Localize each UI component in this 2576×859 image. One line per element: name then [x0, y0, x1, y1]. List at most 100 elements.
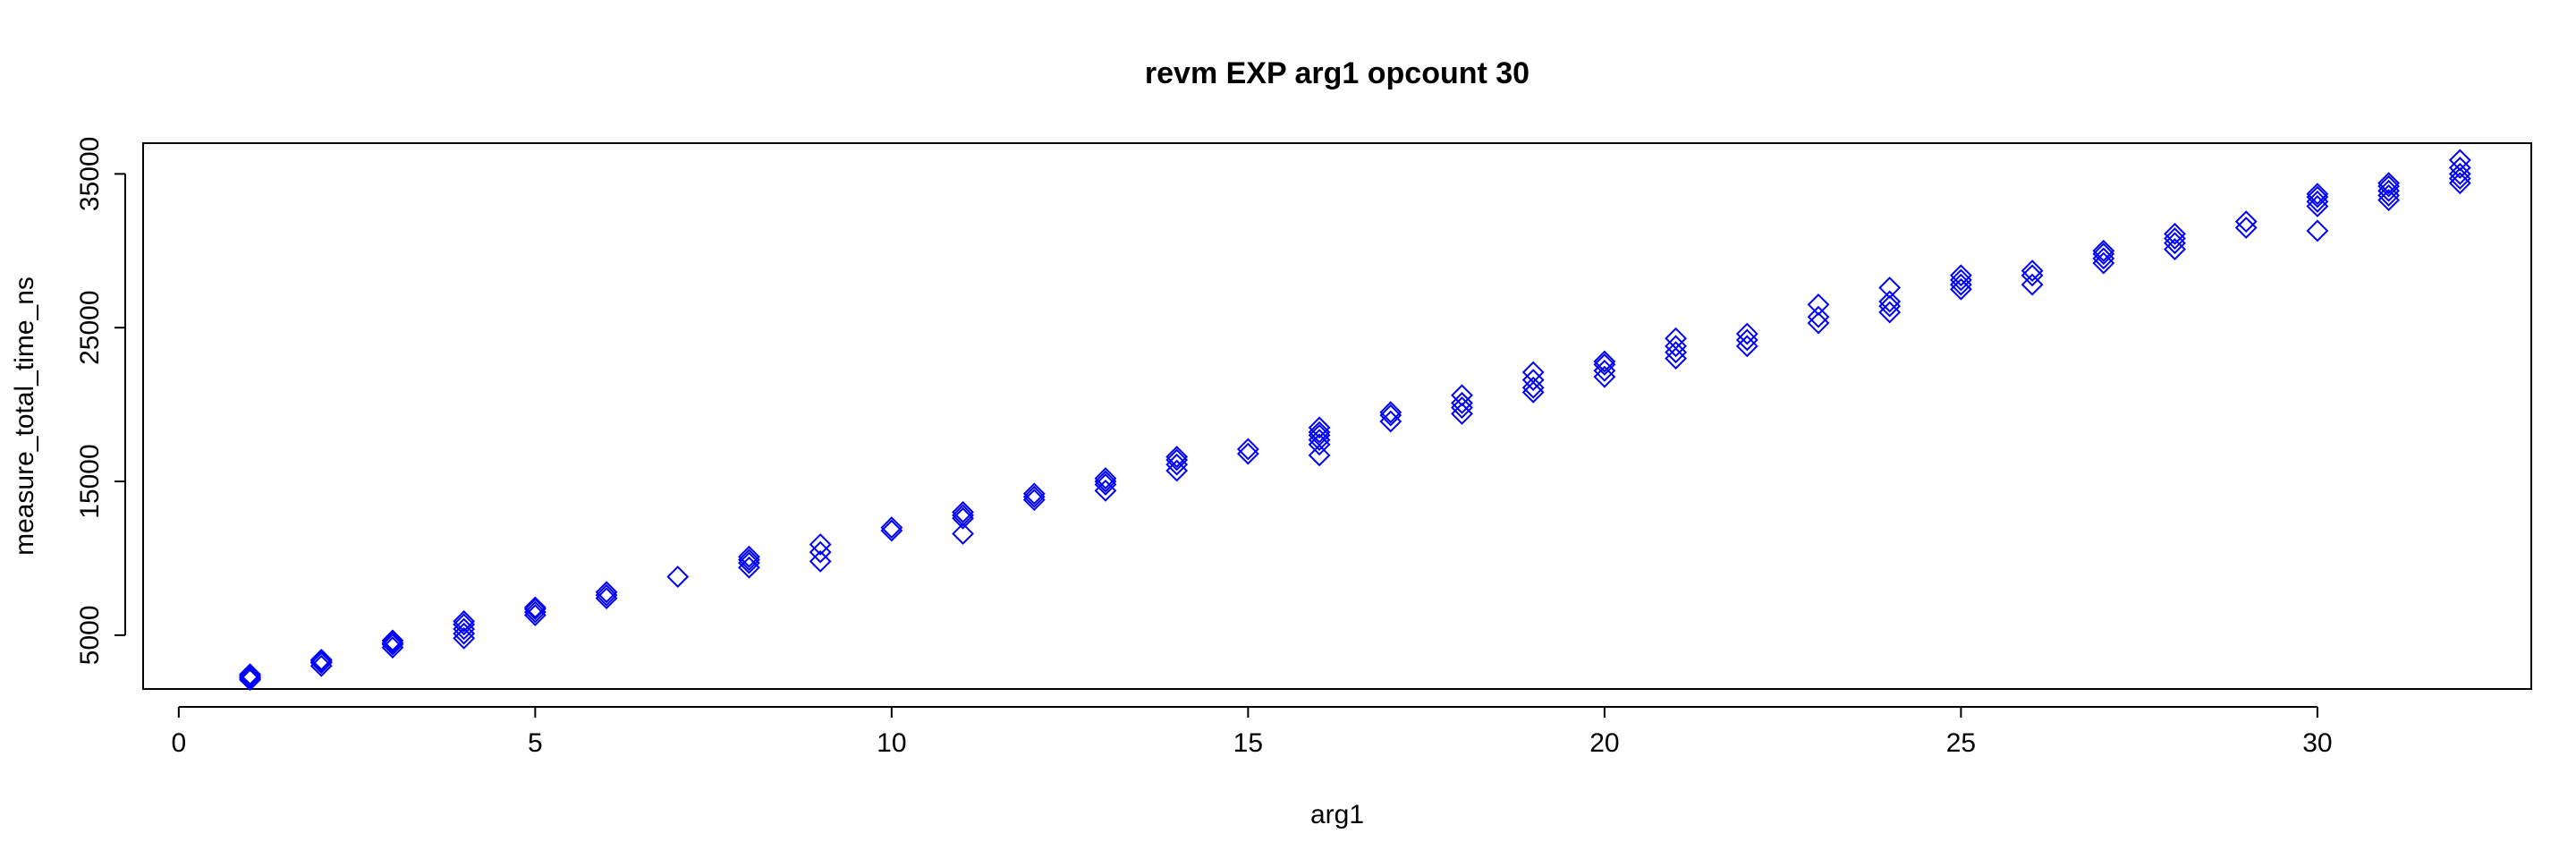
data-point [1094, 467, 1117, 490]
data-point [880, 519, 903, 542]
data-point [523, 600, 547, 624]
data-point [2448, 149, 2471, 172]
data-point [523, 596, 547, 619]
data-point [309, 648, 333, 671]
data-point [1451, 396, 1473, 419]
data-point [2164, 232, 2186, 255]
x-axis: 0 5 10 15 20 25 30 [172, 706, 2333, 758]
data-point [309, 651, 333, 675]
data-point [1878, 294, 1902, 318]
data-point [1521, 369, 1545, 392]
data-point [2234, 217, 2258, 239]
y-axis-label: measure_total_time_ns [10, 276, 39, 556]
data-point [453, 609, 476, 633]
data-point [1379, 404, 1402, 427]
x-tick-label: 20 [1589, 728, 1619, 758]
data-point [2448, 172, 2471, 195]
data-point [738, 545, 760, 568]
data-point [239, 667, 261, 690]
y-tick-label: 35000 [75, 137, 105, 211]
data-point [1094, 470, 1117, 493]
data-point [2092, 242, 2115, 266]
data-point [1878, 276, 1902, 299]
data-point [952, 500, 974, 523]
data-point [1308, 416, 1331, 439]
data-point [2021, 259, 2044, 283]
data-point [809, 549, 832, 573]
x-tick-label: 10 [877, 728, 906, 758]
data-point [1807, 293, 1830, 316]
data-point [523, 598, 547, 621]
data-point [2306, 185, 2329, 208]
data-point [2377, 184, 2401, 207]
data-point [2092, 251, 2115, 275]
data-point [2306, 183, 2329, 206]
data-point [880, 516, 903, 539]
y-tick-label: 25000 [75, 290, 105, 364]
data-point [2164, 222, 2186, 245]
data-point [595, 581, 618, 604]
x-tick-label: 0 [172, 728, 187, 758]
data-point [1022, 485, 1046, 508]
data-point [1022, 482, 1046, 506]
data-point [2448, 167, 2471, 190]
data-point [2021, 273, 2044, 296]
data-point [2234, 210, 2258, 234]
data-point [2377, 172, 2401, 195]
data-point [453, 613, 476, 636]
data-point [1308, 444, 1331, 467]
data-point [2092, 239, 2115, 262]
data-point [1593, 353, 1616, 376]
chart-title: revm EXP arg1 opcount 30 [1145, 56, 1530, 90]
data-point [239, 664, 261, 687]
data-point [1949, 268, 1972, 292]
data-point [2377, 189, 2401, 211]
data-point [1949, 273, 1972, 296]
data-point [1807, 311, 1830, 335]
data-point [381, 629, 404, 652]
data-point [1236, 438, 1259, 461]
data-point [453, 622, 476, 645]
data-point [1236, 442, 1259, 465]
data-point [1165, 446, 1189, 468]
data-point [1735, 328, 1758, 352]
data-point [1949, 264, 1972, 287]
data-point [1735, 335, 1758, 358]
data-point [1593, 365, 1616, 388]
data-point [1807, 305, 1830, 328]
data-point [1165, 448, 1189, 472]
data-point [2164, 227, 2186, 250]
data-point [381, 633, 404, 656]
data-point [2306, 195, 2329, 217]
y-axis: 5000 15000 25000 35000 [75, 137, 126, 665]
data-point [1665, 341, 1687, 364]
data-points [239, 149, 2471, 692]
y-tick-label: 15000 [75, 444, 105, 518]
data-point [1521, 380, 1545, 404]
data-point [2021, 264, 2044, 287]
x-tick-label: 15 [1233, 728, 1263, 758]
data-point [2306, 219, 2329, 242]
data-point [1665, 327, 1687, 350]
y-tick-label: 5000 [75, 605, 105, 665]
data-point [381, 632, 404, 654]
plot-frame [142, 142, 2532, 690]
data-point [1593, 350, 1616, 373]
x-tick-label: 25 [1946, 728, 1976, 758]
x-axis-label: arg1 [1310, 800, 1364, 829]
data-point [809, 533, 832, 556]
data-point [666, 566, 690, 588]
x-tick-label: 5 [528, 728, 543, 758]
data-point [1451, 384, 1473, 407]
data-point [952, 523, 974, 545]
data-point [2377, 174, 2401, 198]
data-point [952, 504, 974, 527]
data-point [239, 663, 261, 686]
data-point [1878, 290, 1902, 313]
data-point [1735, 322, 1758, 345]
data-point [1665, 335, 1687, 358]
data-point [1379, 401, 1402, 424]
data-point [1308, 433, 1331, 456]
data-point [309, 650, 333, 673]
